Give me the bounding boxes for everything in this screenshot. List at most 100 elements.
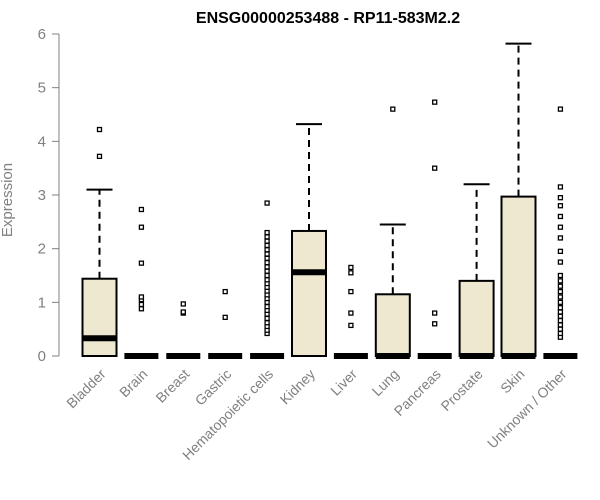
box-iqr <box>374 293 411 357</box>
outlier-point <box>222 288 228 295</box>
outlier-point <box>557 213 564 220</box>
outlier-point <box>557 330 564 337</box>
outlier-point <box>557 322 564 328</box>
outlier-point <box>390 106 396 112</box>
outlier-point <box>264 264 270 270</box>
x-tick-label: Pancreas <box>391 366 444 419</box>
outlier-point <box>557 305 564 311</box>
x-tick-label: Skin <box>497 366 528 397</box>
outlier-point <box>557 106 564 112</box>
outlier-point <box>557 299 564 305</box>
outlier-point <box>557 283 564 289</box>
y-tick-label: 6 <box>38 26 46 43</box>
box-6 <box>333 264 368 359</box>
outlier-point <box>557 184 564 190</box>
outlier-point <box>264 234 270 240</box>
outlier-point <box>557 309 564 315</box>
box-2 <box>166 301 201 359</box>
outlier-point <box>557 278 564 284</box>
outlier-point <box>432 310 438 316</box>
box-3 <box>208 288 243 359</box>
box-4 <box>250 200 285 359</box>
x-tick-label: Prostate <box>438 366 486 414</box>
outlier-point <box>348 270 354 276</box>
y-axis-label: Expression <box>0 163 16 237</box>
y-tick-label: 0 <box>38 348 46 365</box>
outlier-point <box>138 306 145 312</box>
y-tick-label: 2 <box>38 241 46 258</box>
outlier-point <box>557 235 564 241</box>
y-tick-label: 1 <box>38 294 46 311</box>
outlier-point <box>557 326 564 332</box>
outlier-point <box>264 277 270 283</box>
outlier-point <box>557 224 564 230</box>
outlier-point <box>348 264 354 271</box>
outlier-point <box>264 320 270 326</box>
outlier-point <box>557 317 564 324</box>
outlier-point <box>138 301 145 308</box>
outlier-point <box>180 309 186 315</box>
outlier-point <box>264 247 270 253</box>
outlier-point <box>264 315 270 322</box>
outlier-point <box>557 203 564 209</box>
chart-title: ENSG00000253488 - RP11-583M2.2 <box>196 10 460 27</box>
outlier-point <box>432 99 438 105</box>
outlier-point <box>264 200 270 206</box>
box-7 <box>374 106 411 359</box>
box-8 <box>417 99 452 359</box>
outlier-point <box>138 224 145 230</box>
outlier-point <box>264 268 270 274</box>
outlier-point <box>264 259 270 266</box>
y-tick-label: 4 <box>38 133 46 150</box>
outlier-point <box>264 251 270 257</box>
outlier-point <box>557 248 564 255</box>
x-tick-label: Liver <box>327 366 360 399</box>
outlier-point <box>264 272 270 279</box>
box-11 <box>543 106 578 359</box>
outlier-point <box>138 294 145 300</box>
outlier-point <box>222 314 228 321</box>
outlier-point <box>264 255 270 261</box>
box-series <box>81 42 578 359</box>
outlier-point <box>557 294 564 300</box>
x-tick-label: Unknown / Other <box>484 366 570 452</box>
outlier-point <box>557 272 564 279</box>
outlier-point <box>348 310 354 316</box>
outlier-point <box>348 288 354 295</box>
outlier-point <box>557 288 564 295</box>
box-iqr <box>500 195 537 357</box>
y-tick-label: 5 <box>38 80 46 97</box>
outlier-point <box>96 153 103 160</box>
box-iqr <box>81 277 118 357</box>
outlier-point <box>264 242 270 249</box>
box-9 <box>458 183 495 359</box>
box-1 <box>124 206 159 359</box>
y-tick-label: 3 <box>38 187 46 204</box>
outlier-point <box>138 260 145 266</box>
outlier-point <box>138 206 145 213</box>
box-iqr <box>458 279 495 357</box>
outlier-point <box>432 165 438 171</box>
outlier-point <box>264 229 270 236</box>
x-tick-label: Lung <box>369 366 402 399</box>
box-10 <box>500 42 537 359</box>
outlier-point <box>557 259 564 265</box>
box-0 <box>81 126 118 357</box>
y-axis-ticks: 0 1 2 3 4 5 6 <box>38 26 59 365</box>
box-iqr <box>291 229 327 357</box>
outlier-point <box>557 313 564 319</box>
x-tick-label: Breast <box>152 366 192 406</box>
outlier-point <box>432 321 438 327</box>
x-tick-label: Brain <box>116 366 150 400</box>
outlier-point <box>264 238 270 244</box>
outlier-point <box>96 126 103 133</box>
outlier-point <box>180 301 186 307</box>
outlier-point <box>348 322 354 329</box>
x-tick-label: Bladder <box>63 366 109 412</box>
box-5 <box>291 123 327 357</box>
outlier-point <box>264 303 270 310</box>
x-tick-label: Kidney <box>277 366 319 408</box>
outlier-point <box>557 195 564 201</box>
